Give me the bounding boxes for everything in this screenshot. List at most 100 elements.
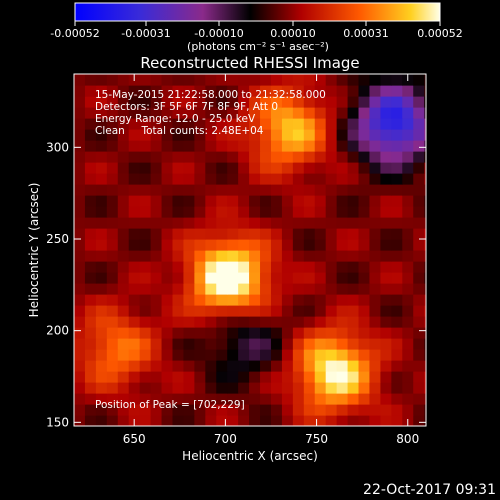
heatmap-cell [139,151,152,163]
heatmap-cell [249,360,261,372]
heatmap-cell [205,371,217,383]
heatmap-cell [292,118,305,130]
heatmap-cell [413,371,425,383]
heatmap-cell [95,305,108,317]
heatmap-cell [391,283,403,295]
heatmap-cell [380,316,392,328]
heatmap-cell [238,162,250,174]
heatmap-cell [216,228,228,240]
heatmap-cell [128,206,141,218]
heatmap-cell [314,85,327,97]
heatmap-cell [281,129,294,141]
heatmap-cell [249,239,261,251]
heatmap-cell [128,239,141,251]
heatmap-cell [150,393,163,405]
heatmap-cell [84,283,97,295]
heatmap-cell [117,393,130,405]
heatmap-cell [391,96,403,108]
heatmap-cell [139,206,152,218]
heatmap-cell [391,184,403,196]
heatmap-cell [216,349,228,361]
heatmap-cell [347,173,360,185]
heatmap-cell [74,118,86,130]
heatmap-cell [413,129,425,141]
heatmap-cell [84,294,97,306]
heatmap-cell [183,184,195,196]
heatmap-cell [150,85,163,97]
heatmap-cell [238,74,250,86]
heatmap-cell [249,195,261,207]
heatmap-cell [161,129,174,141]
heatmap-cell [216,272,228,284]
heatmap-cell [95,107,108,119]
heatmap-cell [227,349,239,361]
heatmap-cell [380,371,392,383]
heatmap-cell [139,239,152,251]
heatmap-cell [150,195,163,207]
heatmap-cell [183,283,195,295]
heatmap-cell [260,382,272,394]
heatmap-cell [249,228,261,240]
heatmap-cell [150,371,163,383]
heatmap-cell [336,349,349,361]
heatmap-cell [369,294,382,306]
heatmap-cell [84,327,97,339]
heatmap-cell [128,393,141,405]
heatmap-cell [325,151,338,163]
heatmap-cell [270,305,283,317]
heatmap-cell [260,305,272,317]
heatmap-cell [161,294,174,306]
heatmap-cell [74,382,86,394]
heatmap-cell [249,151,261,163]
heatmap-cell [391,393,403,405]
heatmap-cell [369,184,382,196]
heatmap-cell [139,393,152,405]
heatmap-cell [117,129,130,141]
heatmap-cell [74,283,86,295]
heatmap-cell [216,107,228,119]
heatmap-cell [270,272,283,284]
heatmap-cell [139,371,152,383]
heatmap-cell [336,162,349,174]
heatmap-cell [238,261,250,273]
heatmap-cell [347,239,360,251]
heatmap-cell [117,261,130,273]
heatmap-cell [194,151,206,163]
heatmap-cell [227,338,239,350]
x-tick-label: 700 [214,432,237,446]
heatmap-cell [358,173,371,185]
heatmap-cell [216,371,228,383]
heatmap-cell [84,129,97,141]
heatmap-cell [314,239,327,251]
heatmap-cell [402,261,414,273]
heatmap-cell [216,195,228,207]
heatmap-cell [314,393,327,405]
heatmap-cell [358,129,371,141]
heatmap-cell [347,195,360,207]
heatmap-cell [314,349,327,361]
heatmap-cell [303,162,316,174]
heatmap-cell [369,195,382,207]
heatmap-cell [161,305,174,317]
y-tick-label: 300 [46,140,69,154]
heatmap-cell [402,228,414,240]
heatmap-cell [336,206,349,218]
heatmap-cell [172,217,185,229]
heatmap-cell [161,239,174,251]
heatmap-cell [336,305,349,317]
heatmap-cell [358,107,371,119]
heatmap-cell [347,316,360,328]
footer-timestamp: 22-Oct-2017 09:31 [363,482,496,498]
heatmap-cell [303,349,316,361]
heatmap-cell [413,239,425,251]
heatmap-cell [183,96,195,108]
x-axis-label: Heliocentric X (arcsec) [182,449,318,463]
heatmap-cell [194,327,206,339]
heatmap-cell [303,217,316,229]
heatmap-cell [150,107,163,119]
heatmap-cell [117,228,130,240]
heatmap-cell [303,327,316,339]
heatmap-cell [194,360,206,372]
heatmap-cell [139,118,152,130]
heatmap-cell [260,349,272,361]
